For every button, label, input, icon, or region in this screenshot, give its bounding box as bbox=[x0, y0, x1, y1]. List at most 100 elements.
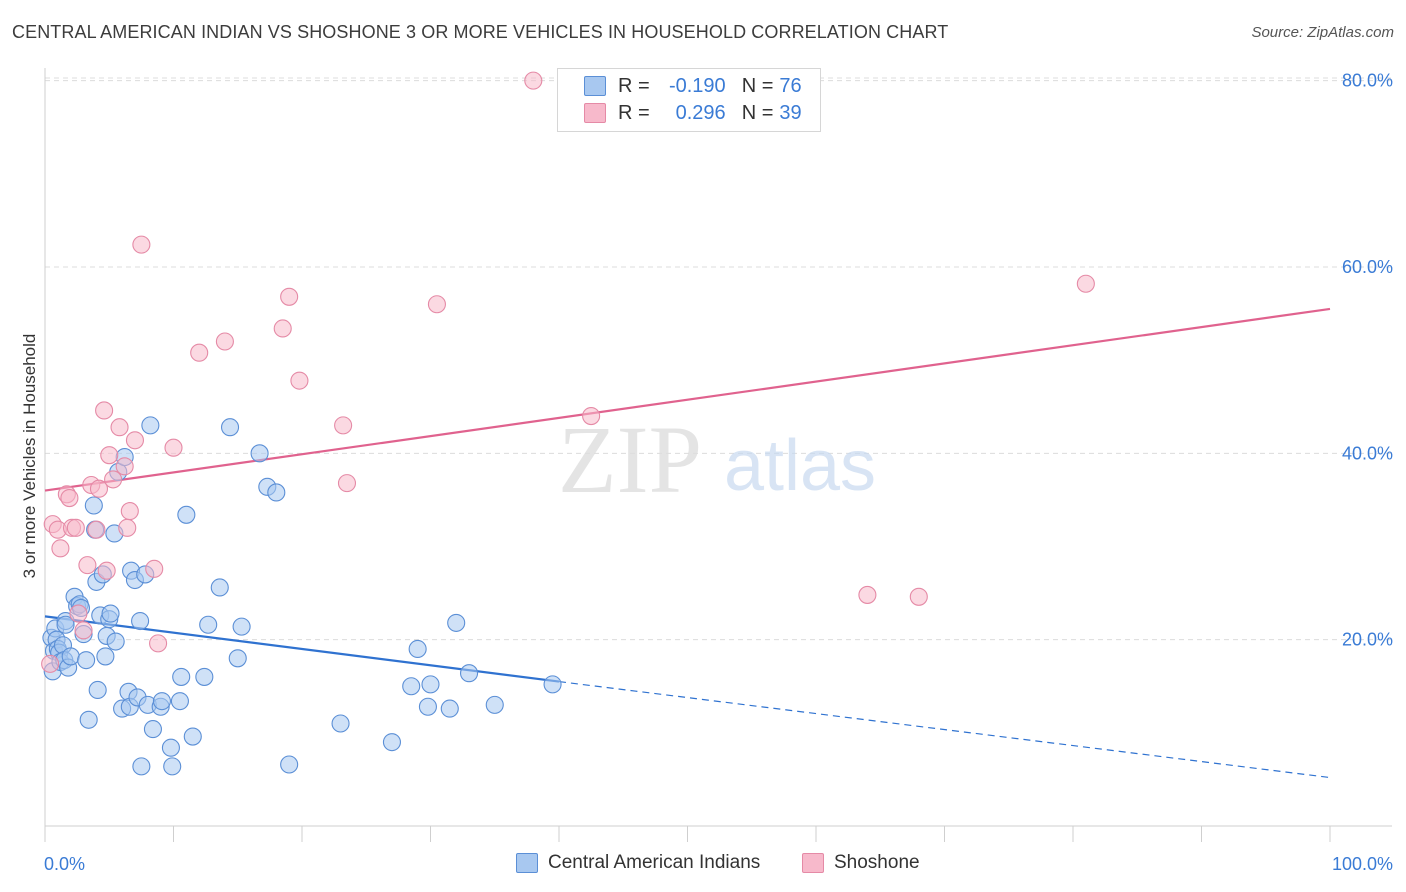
stats-legend: R = -0.190 N = 76 R = 0.296 N = 39 bbox=[557, 68, 821, 132]
point-shoshone bbox=[104, 470, 123, 489]
point-central-american-indians bbox=[131, 611, 150, 631]
point-shoshone bbox=[87, 520, 106, 539]
point-shoshone bbox=[69, 604, 88, 623]
pink-swatch bbox=[802, 853, 824, 873]
point-central-american-indians bbox=[79, 710, 98, 729]
point-shoshone bbox=[290, 371, 309, 390]
point-shoshone bbox=[145, 559, 164, 578]
point-shoshone bbox=[582, 406, 601, 426]
point-central-american-indians bbox=[77, 651, 96, 670]
point-central-american-indians bbox=[440, 699, 459, 718]
point-central-american-indians bbox=[250, 444, 269, 463]
point-shoshone bbox=[215, 332, 234, 351]
blue-swatch bbox=[584, 76, 606, 96]
point-shoshone bbox=[190, 343, 209, 362]
source-credit: Source: ZipAtlas.com bbox=[1251, 24, 1394, 41]
point-central-american-indians bbox=[210, 578, 229, 597]
point-shoshone bbox=[51, 539, 70, 558]
point-shoshone bbox=[858, 585, 877, 604]
point-shoshone bbox=[120, 502, 139, 521]
point-shoshone bbox=[337, 474, 357, 493]
point-shoshone bbox=[97, 561, 116, 580]
y-axis-label: 3 or more Vehicles in Household bbox=[20, 333, 39, 579]
point-central-american-indians bbox=[228, 649, 247, 668]
tick-labels: 20.0% 40.0% 60.0% 80.0% 0.0% 100.0% bbox=[44, 71, 1393, 874]
r-value: 0.296 bbox=[675, 101, 726, 124]
trend-line-extension-central-american-indians bbox=[558, 680, 1331, 779]
point-central-american-indians bbox=[96, 647, 115, 666]
point-central-american-indians bbox=[459, 664, 479, 683]
n-value: 76 bbox=[779, 74, 802, 97]
series-legend: Central American Indians Shoshone bbox=[0, 852, 1406, 878]
legend-label: Central American Indians bbox=[548, 852, 761, 873]
point-central-american-indians bbox=[408, 639, 427, 659]
point-shoshone bbox=[132, 235, 151, 254]
point-central-american-indians bbox=[132, 757, 151, 776]
point-shoshone bbox=[1076, 274, 1095, 293]
r-label: R = bbox=[618, 101, 650, 124]
point-shoshone bbox=[909, 587, 928, 606]
chart-title: CENTRAL AMERICAN INDIAN VS SHOSHONE 3 OR… bbox=[12, 22, 949, 42]
point-central-american-indians bbox=[402, 677, 421, 696]
point-central-american-indians bbox=[447, 613, 466, 632]
point-shoshone bbox=[78, 556, 97, 575]
point-central-american-indians bbox=[232, 617, 251, 636]
point-central-american-indians bbox=[418, 697, 437, 716]
point-shoshone bbox=[74, 621, 93, 640]
point-shoshone bbox=[280, 287, 299, 306]
point-central-american-indians bbox=[267, 483, 286, 502]
point-central-american-indians bbox=[172, 667, 191, 686]
point-central-american-indians bbox=[382, 733, 402, 752]
y-tick-label: 20.0% bbox=[1342, 630, 1393, 650]
point-shoshone bbox=[110, 418, 129, 437]
point-central-american-indians bbox=[199, 615, 218, 634]
point-central-american-indians bbox=[331, 714, 350, 733]
watermark-zip: ZIP bbox=[558, 406, 702, 513]
point-central-american-indians bbox=[220, 418, 240, 437]
legend-item-central-american-indians[interactable]: Central American Indians bbox=[516, 852, 760, 874]
watermark: ZIP atlas bbox=[558, 406, 876, 513]
point-central-american-indians bbox=[56, 615, 75, 634]
point-central-american-indians bbox=[177, 505, 196, 524]
n-value: 39 bbox=[779, 101, 802, 124]
point-central-american-indians bbox=[183, 727, 202, 746]
point-shoshone bbox=[95, 401, 114, 420]
legend-label: Shoshone bbox=[834, 852, 920, 873]
point-central-american-indians bbox=[170, 692, 189, 711]
point-central-american-indians bbox=[543, 675, 562, 694]
legend-row-pink: R = 0.296 N = 39 bbox=[584, 100, 802, 126]
point-central-american-indians bbox=[421, 675, 440, 694]
point-shoshone bbox=[60, 488, 79, 508]
r-value: -0.190 bbox=[668, 74, 726, 97]
point-central-american-indians bbox=[485, 695, 504, 714]
point-shoshone bbox=[427, 295, 446, 314]
point-shoshone bbox=[149, 634, 168, 653]
data-points bbox=[41, 71, 1095, 776]
point-central-american-indians bbox=[61, 647, 80, 666]
point-shoshone bbox=[334, 416, 353, 435]
point-shoshone bbox=[125, 431, 144, 450]
y-tick-label: 40.0% bbox=[1342, 443, 1393, 463]
x-tick-label-min: 0.0% bbox=[44, 854, 85, 874]
point-central-american-indians bbox=[141, 416, 160, 435]
point-shoshone bbox=[273, 319, 292, 338]
watermark-atlas: atlas bbox=[724, 426, 876, 506]
point-central-american-indians bbox=[152, 692, 171, 711]
r-label: R = bbox=[618, 74, 650, 97]
point-central-american-indians bbox=[161, 738, 180, 757]
gridlines bbox=[45, 77, 1392, 641]
y-tick-label: 80.0% bbox=[1342, 71, 1393, 91]
trend-line-central-american-indians bbox=[44, 615, 560, 683]
point-central-american-indians bbox=[195, 667, 214, 686]
point-central-american-indians bbox=[280, 755, 299, 774]
point-shoshone bbox=[100, 446, 119, 465]
n-label: N = bbox=[741, 74, 774, 97]
point-shoshone bbox=[89, 479, 109, 498]
blue-swatch bbox=[516, 853, 538, 873]
point-shoshone bbox=[164, 438, 183, 457]
point-central-american-indians bbox=[143, 720, 162, 739]
legend-item-shoshone[interactable]: Shoshone bbox=[802, 852, 920, 874]
axes bbox=[44, 68, 1392, 842]
point-shoshone bbox=[115, 457, 134, 476]
